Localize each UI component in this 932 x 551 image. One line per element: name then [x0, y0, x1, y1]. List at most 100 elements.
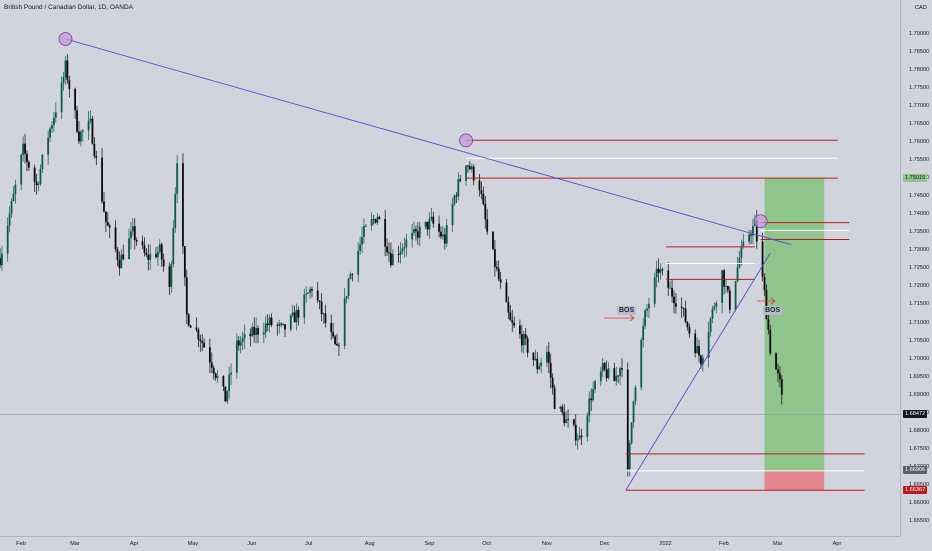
- candle-body: [249, 333, 252, 337]
- candle-body: [707, 331, 710, 358]
- candle-body: [228, 374, 231, 392]
- price-tick-label: 1.79000: [909, 30, 930, 37]
- candle-body: [522, 334, 525, 346]
- candle-body: [47, 137, 50, 155]
- candle-body: [599, 371, 602, 382]
- candle-body: [118, 260, 121, 269]
- price-tick-label: 1.72000: [909, 283, 930, 290]
- price-tick-label: 1.74000: [909, 211, 930, 218]
- candle-body: [767, 319, 770, 331]
- candle-body: [524, 334, 527, 339]
- candle-body: [160, 244, 163, 260]
- candle-body: [634, 387, 637, 402]
- entry-price-tag: 1.66906: [903, 466, 928, 475]
- candle-body: [478, 180, 481, 191]
- candle-body: [1, 253, 3, 266]
- pivot-marker: [58, 32, 73, 46]
- candle-body: [257, 328, 259, 335]
- candle-body: [534, 358, 537, 361]
- candle-body: [347, 278, 350, 297]
- candle-body: [78, 131, 80, 142]
- candle-body: [418, 226, 421, 238]
- candle-body: [615, 375, 618, 382]
- bos-label-1: BOS: [617, 306, 637, 315]
- candle-body: [657, 268, 660, 273]
- price-tick-label: 1.73000: [909, 247, 930, 254]
- price-axis[interactable]: CAD 1.79000 1.78500 1.78000 1.77500 1.77000 1…: [900, 0, 932, 536]
- candle-body: [457, 179, 460, 197]
- candle-body: [399, 251, 402, 255]
- candle-body: [736, 267, 739, 282]
- candle-body: [445, 225, 448, 244]
- candle-body: [208, 347, 211, 363]
- candle-body: [775, 353, 777, 370]
- candle-body: [376, 216, 379, 223]
- candle-body: [266, 323, 269, 326]
- candle-body: [750, 234, 752, 236]
- candle-body: [493, 249, 496, 267]
- candle-body: [187, 314, 190, 326]
- candle-body: [212, 367, 215, 374]
- candle-body: [297, 309, 300, 318]
- candle-body: [291, 312, 294, 316]
- candle-body: [424, 221, 427, 227]
- candle-body: [738, 257, 741, 268]
- candle-body: [547, 351, 550, 363]
- candle-body: [592, 389, 595, 401]
- candle-body: [553, 387, 556, 409]
- candle-body: [740, 246, 743, 258]
- candle-body: [397, 253, 400, 255]
- candle-body: [777, 369, 779, 374]
- chart-area[interactable]: British Pound / Canadian Dollar, 1D, OAN…: [0, 0, 900, 536]
- candle-body: [282, 323, 284, 325]
- candle-body: [172, 228, 175, 265]
- price-tick-label: 1.71000: [909, 319, 930, 326]
- candle-body: [235, 340, 238, 373]
- time-axis[interactable]: Feb Mar Apr May Jun Jul Aug Sep Oct Nov Dec 2022 Feb…: [0, 536, 900, 551]
- time-tick-label: May: [187, 541, 199, 547]
- candle-body: [26, 153, 28, 162]
- candle-body: [390, 253, 392, 266]
- candle-body: [149, 254, 152, 260]
- candle-body: [316, 290, 319, 301]
- candle-body: [590, 398, 593, 401]
- time-tick-label: 2022: [659, 541, 672, 547]
- candle-body: [270, 317, 273, 326]
- price-plot[interactable]: [0, 0, 900, 536]
- candle-body: [513, 322, 516, 326]
- candle-body: [778, 373, 781, 380]
- candle-body: [324, 313, 327, 324]
- pivot-marker: [459, 133, 473, 148]
- candle-body: [430, 216, 433, 220]
- currency-label: CAD: [915, 5, 927, 11]
- candle-body: [538, 366, 541, 370]
- candle-body: [701, 357, 704, 365]
- candle-body: [728, 290, 731, 310]
- candle-body: [343, 298, 346, 346]
- candle-body: [81, 130, 84, 132]
- candle-body: [780, 379, 783, 395]
- candle-body: [484, 204, 487, 220]
- price-tick-label: 1.66500: [909, 481, 930, 488]
- candle-body: [549, 362, 552, 378]
- candle-body: [53, 117, 55, 126]
- candle-body: [505, 282, 508, 303]
- candle-body: [659, 269, 662, 273]
- target-price-tag: 1.75015: [903, 173, 928, 182]
- candle-body: [39, 168, 42, 184]
- candle-body: [76, 110, 78, 132]
- candle-body: [237, 340, 240, 346]
- candle-body: [551, 377, 554, 388]
- candle-body: [734, 281, 737, 310]
- bos-arrow-1-head: [629, 314, 635, 322]
- candle-body: [162, 259, 165, 267]
- candle-body: [723, 270, 725, 287]
- candle-body: [467, 165, 469, 167]
- candle-body: [105, 211, 107, 223]
- price-tick-label: 1.75500: [909, 157, 930, 164]
- candle-body: [307, 292, 310, 294]
- candle-body: [607, 368, 610, 379]
- candle-body: [120, 254, 123, 269]
- candle-body: [653, 277, 656, 304]
- candle-body: [51, 125, 53, 129]
